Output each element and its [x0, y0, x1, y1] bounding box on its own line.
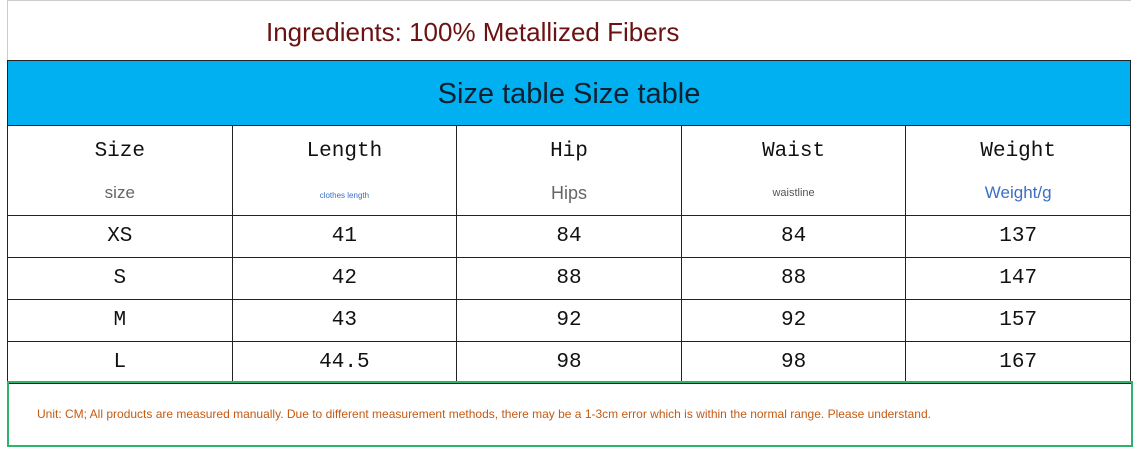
table-cell: 43	[231, 299, 458, 342]
header-cell: Weight Weight/g	[905, 125, 1131, 216]
table-row: XS 41 84 84 137	[7, 215, 1131, 258]
header-label: Length	[306, 140, 383, 163]
header-cell: Hip Hips	[456, 125, 682, 216]
title: Ingredients: 100% Metallized Fibers	[7, 0, 1131, 60]
table-cell: 157	[905, 299, 1131, 342]
table-cell: 98	[456, 341, 682, 384]
header-sublabel: Weight/g	[984, 183, 1052, 202]
table-cell: 88	[456, 257, 682, 300]
table-cell: 98	[680, 341, 907, 384]
table-cell: 41	[231, 215, 458, 258]
table-cell: 92	[456, 299, 682, 342]
header-cell: Waist waistline	[680, 125, 907, 216]
header-row: Size size Length clothes length Hip Hips Waist…	[7, 125, 1131, 216]
table-cell: M	[7, 299, 233, 342]
header-cell: Length clothes length	[231, 125, 458, 216]
table-cell: 92	[680, 299, 907, 342]
header-sublabel: Hips	[550, 183, 587, 203]
header-label: Waist	[762, 140, 826, 163]
table-cell: 167	[905, 341, 1131, 384]
table-cell: 84	[456, 215, 682, 258]
table-cell: 137	[905, 215, 1131, 258]
table-cell: 42	[231, 257, 458, 300]
header-label: Hip	[550, 140, 588, 163]
header-label: Size	[94, 140, 145, 163]
table-row: S 42 88 88 147	[7, 257, 1131, 300]
table-cell: 84	[680, 215, 907, 258]
table-row: L 44.5 98 98 167	[7, 341, 1131, 384]
header-sublabel: clothes length	[319, 191, 370, 200]
header-label: Weight	[980, 140, 1056, 163]
header-sublabel: size	[104, 183, 135, 202]
note: Unit: CM; All products are measured manu…	[7, 381, 1133, 447]
header-sublabel: waistline	[772, 187, 815, 199]
table-cell: 44.5	[231, 341, 458, 384]
banner: Size table Size table	[7, 60, 1131, 126]
header-cell: Size size	[7, 125, 233, 216]
table-cell: 147	[905, 257, 1131, 300]
table-cell: XS	[7, 215, 233, 258]
table-row: M 43 92 92 157	[7, 299, 1131, 342]
table-cell: 88	[680, 257, 907, 300]
table-cell: S	[7, 257, 233, 300]
size-table: Size size Length clothes length Hip Hips Waist…	[7, 125, 1131, 384]
table-cell: L	[7, 341, 233, 384]
